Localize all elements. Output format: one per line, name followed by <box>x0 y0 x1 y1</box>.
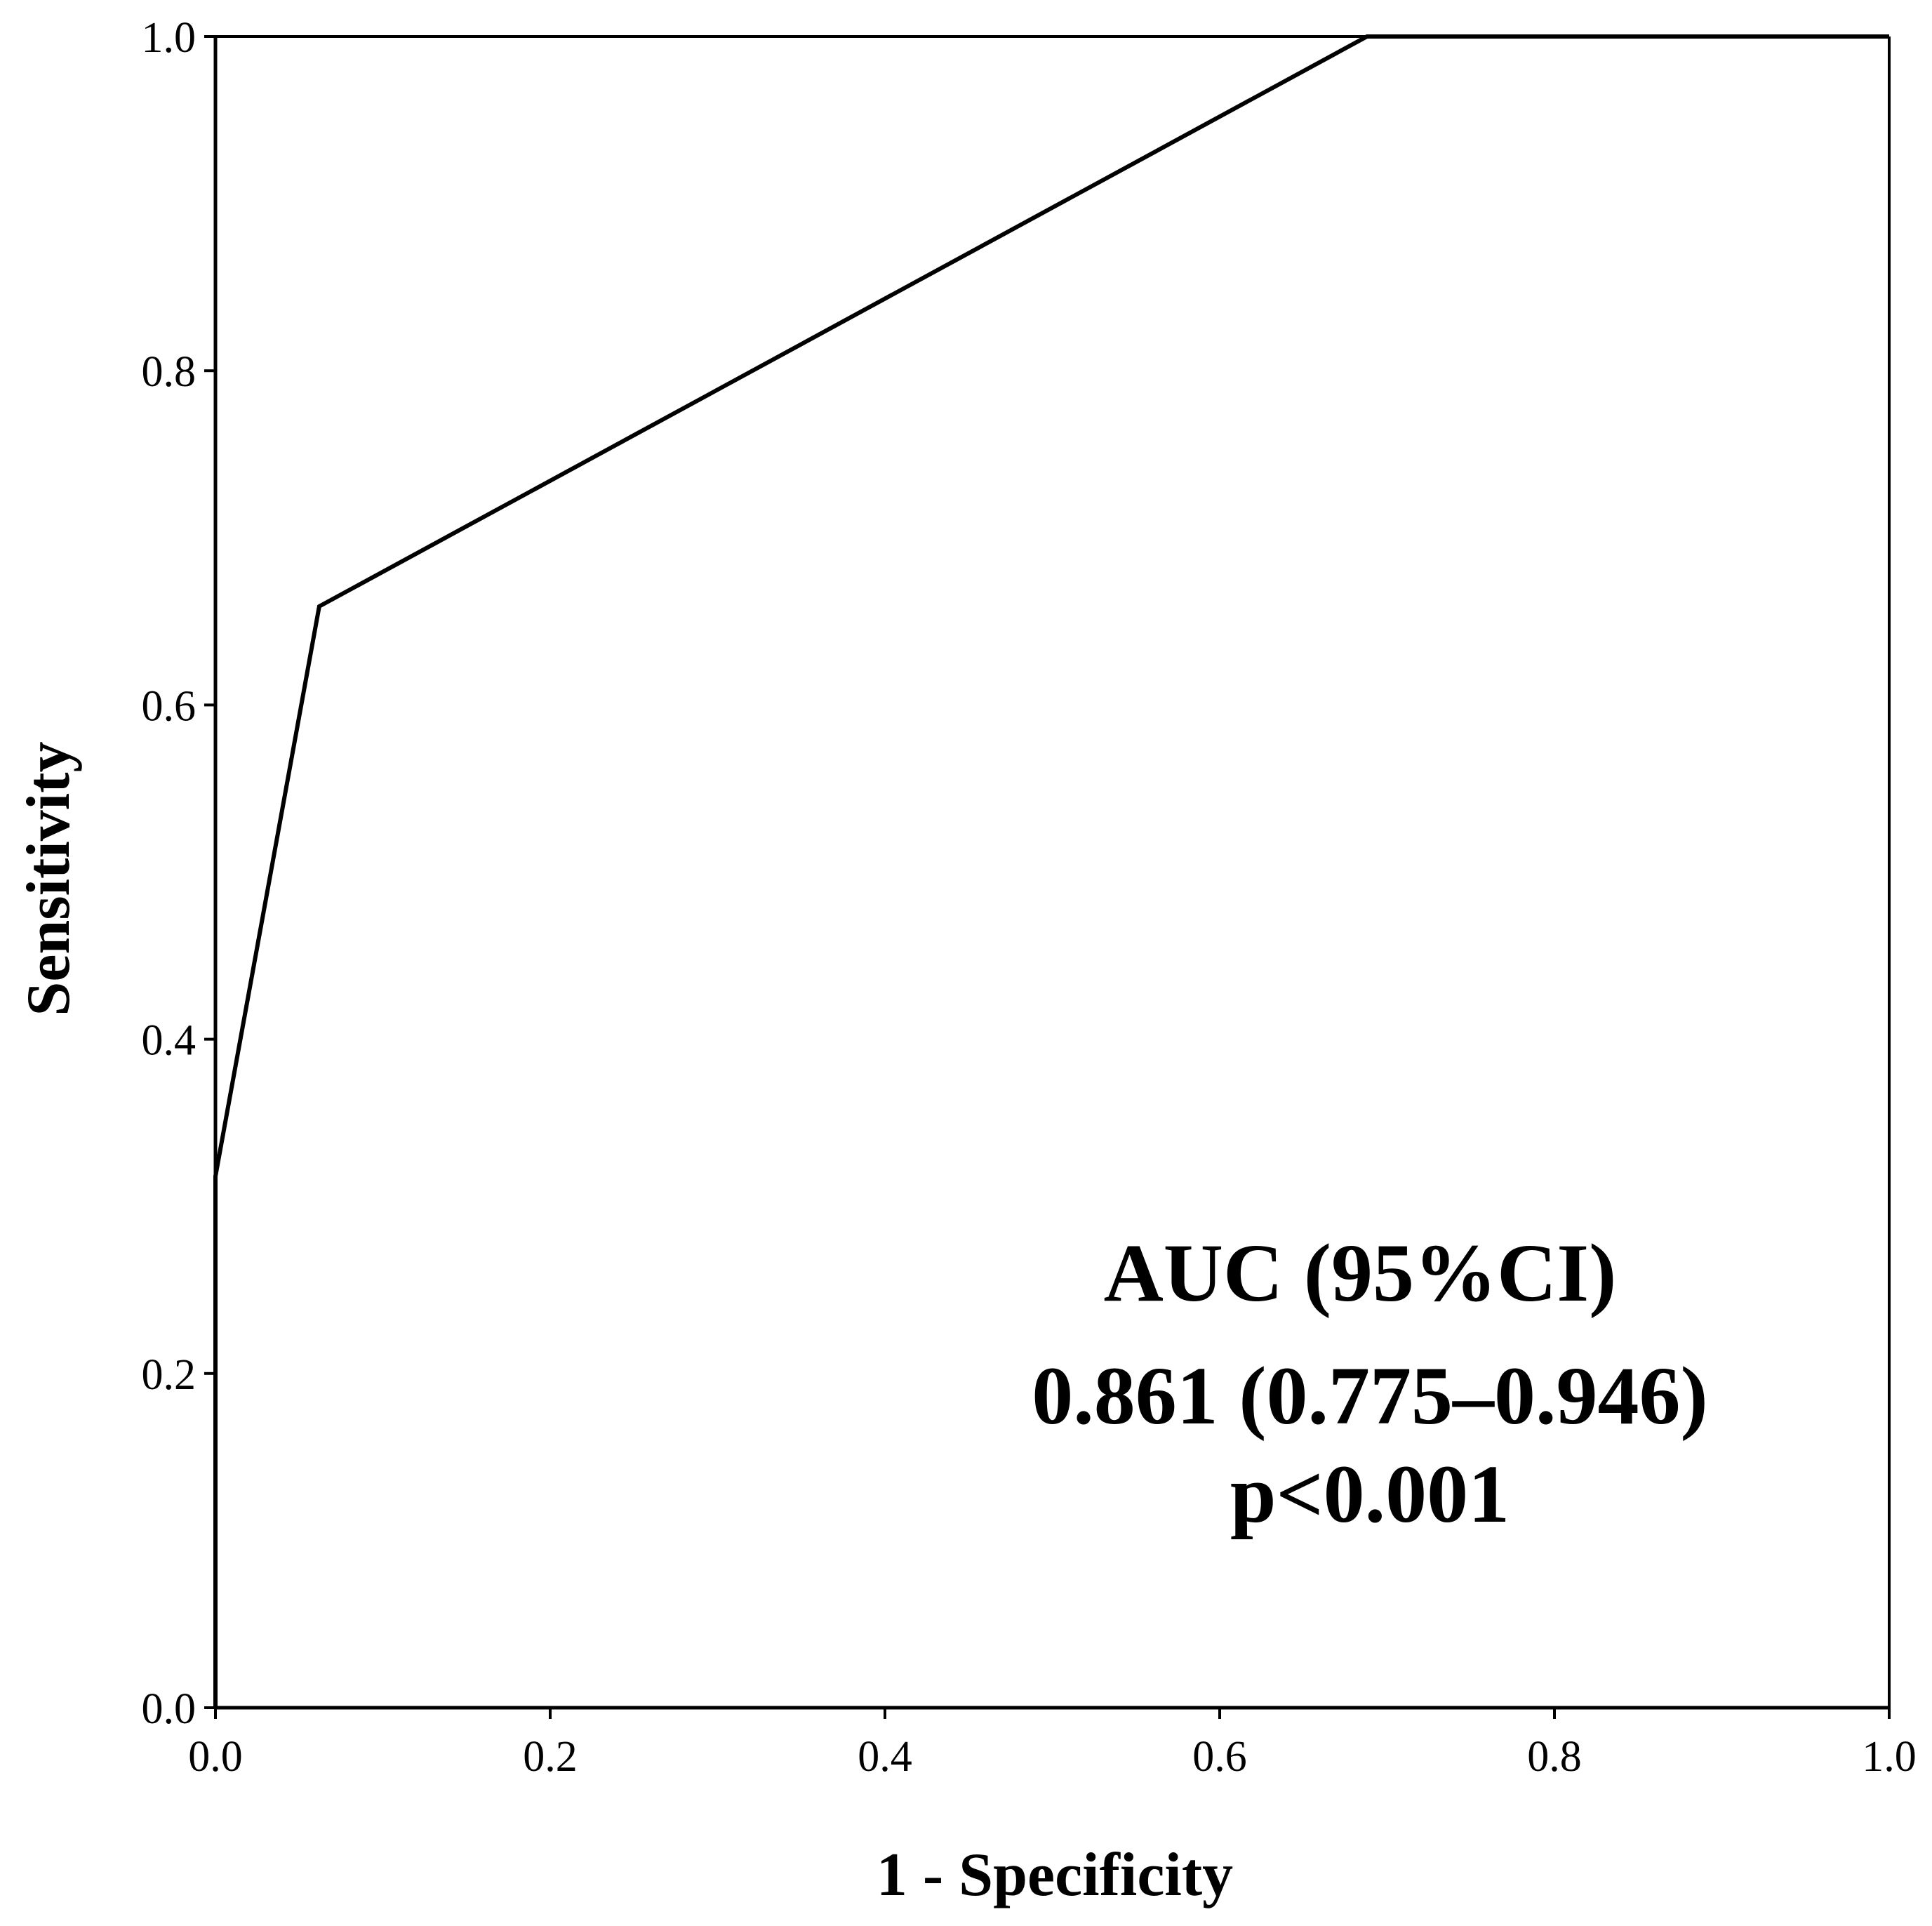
y-tick-label: 0.0 <box>142 1685 196 1733</box>
auc-value: 0.861 (0.775–0.946) <box>1032 1350 1708 1442</box>
x-tick-label: 1.0 <box>1862 1733 1917 1781</box>
auc-label: AUC (95%CI) <box>1104 1227 1617 1319</box>
y-tick-label: 0.8 <box>142 348 196 396</box>
x-axis-title: 1 - Specificity <box>877 1841 1233 1909</box>
y-tick-label: 1.0 <box>142 14 196 62</box>
p-value: p<0.001 <box>1230 1448 1510 1540</box>
x-tick-label: 0.0 <box>188 1733 243 1781</box>
x-tick-label: 0.8 <box>1527 1733 1582 1781</box>
roc-curve <box>213 34 1889 1708</box>
y-axis-title: Sensitivity <box>15 741 83 1016</box>
x-tick-label: 0.6 <box>1192 1733 1247 1781</box>
x-tick-label: 0.2 <box>523 1733 578 1781</box>
y-tick-label: 0.6 <box>142 682 196 730</box>
y-tick-label: 0.4 <box>142 1017 196 1065</box>
y-tick-label: 0.2 <box>142 1351 196 1399</box>
x-tick-label: 0.4 <box>858 1733 912 1781</box>
